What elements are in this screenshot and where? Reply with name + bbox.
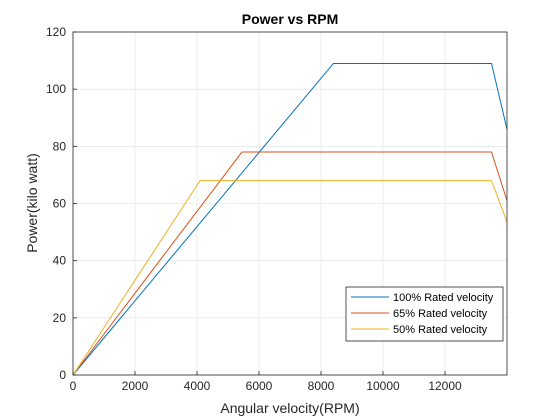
series-line-2 — [72, 151, 508, 376]
y-tick-label: 60 — [53, 197, 67, 211]
x-tick-label: 0 — [70, 379, 77, 393]
legend-label-3: 50% Rated velocity — [393, 324, 488, 336]
y-axis-label: Power(kilo watt) — [24, 153, 40, 253]
x-tick-label: 12000 — [428, 379, 462, 393]
series-line-1 — [72, 62, 508, 376]
x-tick-label: 4000 — [184, 379, 211, 393]
y-tick-label: 20 — [53, 311, 67, 325]
legend-label-2: 65% Rated velocity — [393, 308, 488, 320]
chart-title: Power vs RPM — [242, 11, 338, 27]
legend-label-1: 100% Rated velocity — [393, 292, 494, 304]
y-tick-label: 120 — [46, 25, 66, 39]
x-tick-label: 10000 — [366, 379, 400, 393]
x-tick-label: 6000 — [246, 379, 273, 393]
series-line-3 — [72, 180, 508, 376]
y-tick-label: 40 — [53, 254, 67, 268]
x-tick-label: 8000 — [308, 379, 335, 393]
x-tick-label: 2000 — [122, 379, 149, 393]
x-axis-label: Angular velocity(RPM) — [220, 400, 359, 416]
y-tick-label: 100 — [46, 82, 66, 96]
y-tick-label: 80 — [53, 139, 67, 153]
y-tick-label: 0 — [59, 368, 66, 382]
series-group — [72, 62, 508, 376]
ticks: 0 2000 4000 6000 8000 10000 12000 0 20 40 60 80 100 1… — [46, 25, 462, 393]
legend: 100% Rated velocity 65% Rated velocity 50%… — [345, 286, 504, 342]
legend-box — [345, 286, 504, 342]
